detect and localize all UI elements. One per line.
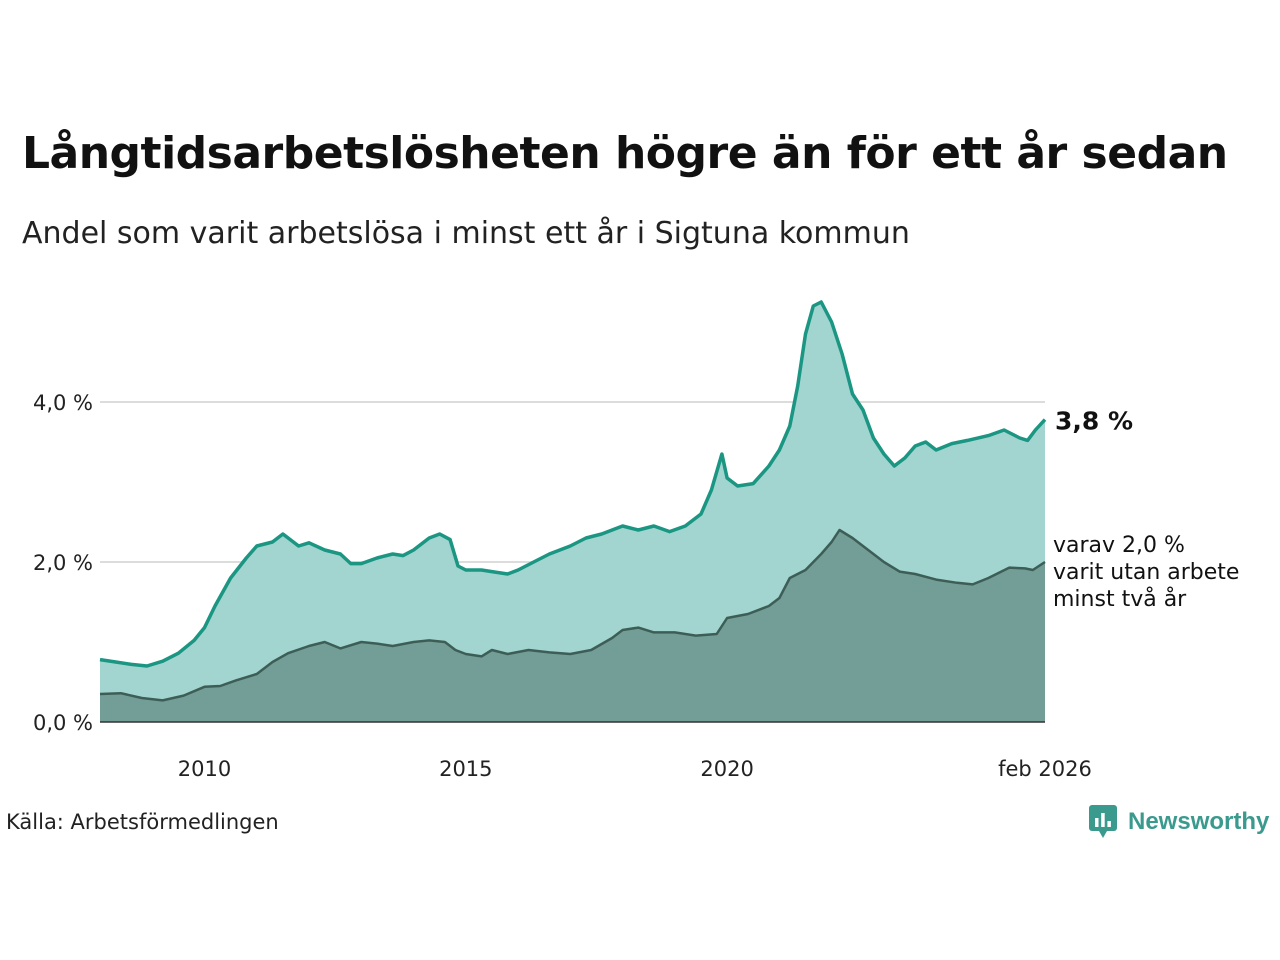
chart-subtitle: Andel som varit arbetslösa i minst ett å… [22,216,910,251]
end-label-total: 3,8 % [1055,407,1133,436]
end-label-long-term-line: varit utan arbete [1053,560,1239,585]
chart-title: Långtidsarbetslösheten högre än för ett … [22,128,1228,179]
x-tick-label: feb 2026 [998,757,1092,781]
brand-name: Newsworthy [1128,808,1270,835]
series-line-long-term [99,528,1046,702]
newsworthy-logo-icon [1089,805,1117,838]
brand-logo: Newsworthy [1088,804,1269,840]
end-label-long-term-line: minst två år [1053,586,1187,612]
x-tick-label: 2020 [700,757,753,781]
y-tick-label: 4,0 % [33,391,93,415]
source-note: Källa: Arbetsförmedlingen [6,810,279,834]
x-tick-label: 2015 [439,757,492,781]
y-tick-label: 0,0 % [33,711,93,735]
series-line-total [99,300,1047,668]
y-tick-label: 2,0 % [33,551,93,575]
x-tick-label: 2010 [178,757,231,781]
end-label-long-term-line: varav 2,0 % [1053,533,1185,558]
area-long-term [100,530,1045,722]
